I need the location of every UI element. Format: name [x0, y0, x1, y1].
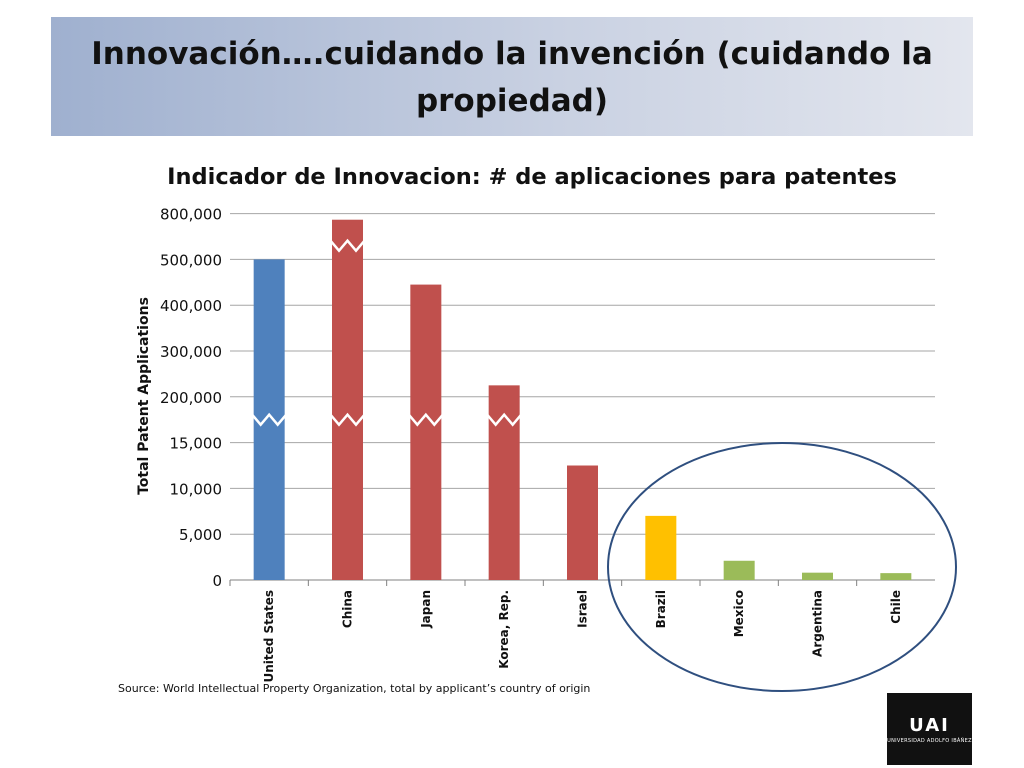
latam-highlight-ellipse — [607, 442, 957, 692]
y-tick-label: 5,000 — [179, 526, 222, 544]
axis-break-mark — [251, 412, 288, 427]
x-category-label: Argentina — [811, 590, 825, 657]
y-axis-title: Total Patent Applications — [136, 297, 152, 495]
bar-israel — [567, 465, 598, 580]
y-tick-label: 0 — [212, 572, 222, 590]
axis-break-mark — [486, 412, 523, 427]
bars — [229, 219, 912, 586]
bar-mexico — [723, 560, 755, 580]
bar-chile — [880, 573, 912, 580]
y-tick-label: 200,000 — [160, 389, 222, 407]
y-tick-label: 10,000 — [170, 480, 223, 498]
y-tick-label: 400,000 — [160, 297, 222, 315]
x-category-label: China — [341, 590, 355, 628]
bar-japan — [410, 284, 442, 580]
bar-brazil — [645, 515, 677, 580]
uai-logo: UAI UNIVERSIDAD ADOLFO IBÁÑEZ — [887, 693, 972, 765]
x-category-label: Mexico — [732, 590, 746, 637]
chart-title: Indicador de Innovacion: # de aplicacion… — [167, 164, 897, 190]
x-category-labels: United States China Japan Korea, Rep. Israel… — [262, 590, 903, 683]
logo-mark: UAI — [909, 715, 950, 736]
x-category-label: Chile — [889, 590, 903, 624]
x-category-label: Japan — [419, 590, 433, 629]
title-banner: Innovación….cuidando la invención (cuida… — [51, 17, 973, 136]
axis-break-marks — [251, 238, 523, 427]
y-tick-label: 800,000 — [160, 206, 222, 224]
x-category-label: Israel — [576, 590, 590, 628]
bar-argentina — [802, 572, 833, 580]
logo-text: UNIVERSIDAD ADOLFO IBÁÑEZ — [887, 738, 972, 744]
x-category-label: Korea, Rep. — [497, 590, 511, 669]
x-category-label: United States — [262, 590, 276, 683]
x-category-label: Brazil — [654, 590, 668, 628]
axis-break-mark — [329, 238, 366, 253]
y-tick-label: 300,000 — [160, 343, 222, 361]
y-tick-labels: 0 5,000 10,000 15,000 200,000 300,000 400,000 5… — [160, 206, 222, 590]
axis-break-mark — [407, 412, 444, 427]
slide-title: Innovación….cuidando la invención (cuida… — [91, 36, 933, 119]
y-tick-label: 500,000 — [160, 251, 222, 269]
bar-united-states — [253, 259, 285, 580]
axis-break-mark — [329, 412, 366, 427]
source-note: Source: World Intellectual Property Orga… — [118, 682, 591, 695]
bar-china — [332, 219, 363, 580]
y-tick-label: 15,000 — [170, 435, 223, 453]
bar-korea-rep — [488, 385, 520, 580]
